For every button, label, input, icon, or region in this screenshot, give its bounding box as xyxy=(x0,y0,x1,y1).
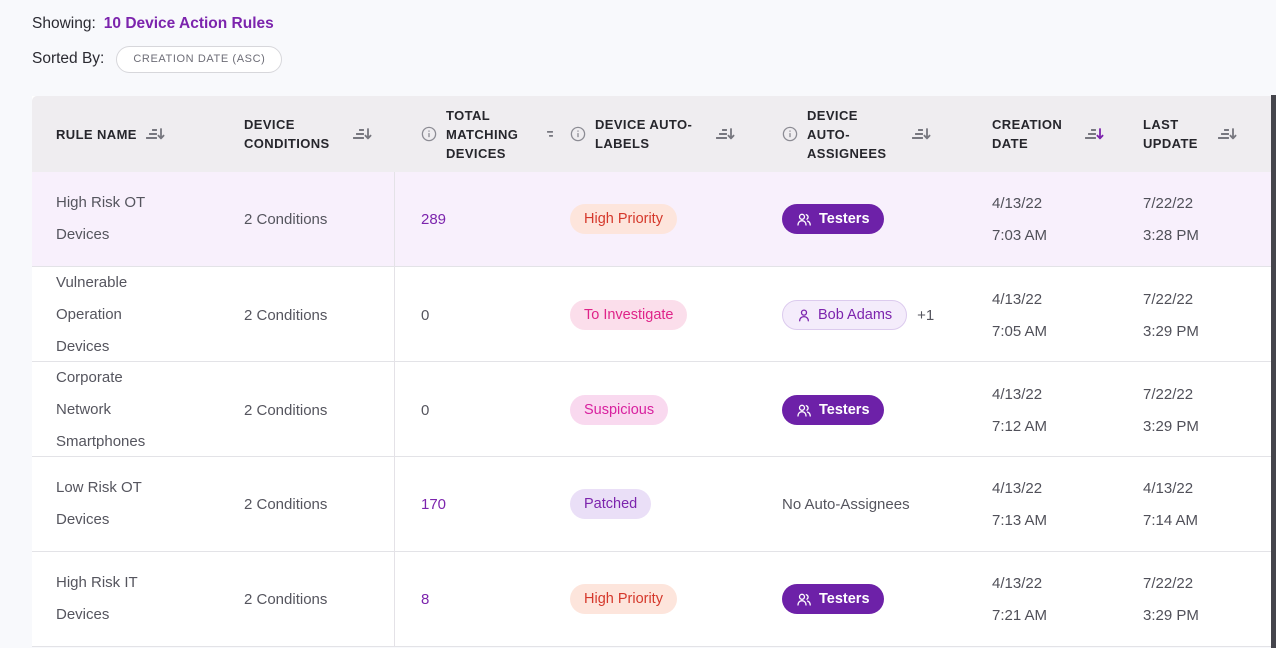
sort-order-chip[interactable]: CREATION DATE (ASC) xyxy=(116,45,283,73)
column-label: DEVICE AUTO-LABELS xyxy=(595,117,693,151)
sort-icon[interactable] xyxy=(145,127,165,141)
sort-icon[interactable] xyxy=(716,127,735,141)
column-header-device-auto-assignees[interactable]: DEVICE AUTO-ASSIGNEES xyxy=(782,96,984,172)
column-label: RULE NAME xyxy=(56,126,137,142)
device-conditions: 2 Conditions xyxy=(244,210,328,228)
auto-label-chip[interactable]: High Priority xyxy=(570,584,677,614)
rule-name[interactable]: Vulnerable Operation Devices xyxy=(56,274,128,355)
column-header-last-update[interactable]: LAST UPDATE xyxy=(1135,96,1276,172)
assignee-chip[interactable]: Testers xyxy=(782,204,884,234)
assignee-name: Testers xyxy=(819,211,870,227)
last-update-cell: 7/22/22 3:28 PM xyxy=(1143,194,1199,244)
column-header-creation-date[interactable]: CREATION DATE xyxy=(984,96,1135,172)
total-matching-devices-link[interactable]: 289 xyxy=(421,210,447,228)
assignee-name: Testers xyxy=(819,402,870,418)
column-label: CREATION DATE xyxy=(992,117,1063,151)
creation-date-cell: 4/13/22 7:12 AM xyxy=(992,385,1048,435)
column-header-total-matching-devices[interactable]: TOTAL MATCHING DEVICES xyxy=(394,96,570,172)
table-row[interactable]: High Risk OT Devices 2 Conditions 289 Hi… xyxy=(32,172,1276,267)
showing-count: 10 Device Action Rules xyxy=(103,15,274,32)
toolbar: Showing: 10 Device Action Rules Sorted B… xyxy=(32,12,283,73)
table-row[interactable]: Vulnerable Operation Devices 2 Condition… xyxy=(32,267,1276,362)
creation-date-cell: 4/13/22 7:03 AM xyxy=(992,194,1048,244)
sort-icon[interactable] xyxy=(545,130,554,139)
auto-label-chip[interactable]: Suspicious xyxy=(570,395,669,425)
device-action-rules-table: RULE NAME DEVICE CONDITIONS TOTAL MATCHI… xyxy=(32,96,1276,647)
people-icon xyxy=(796,592,812,607)
device-conditions: 2 Conditions xyxy=(244,401,328,419)
table-row[interactable]: High Risk IT Devices 2 Conditions 8 High… xyxy=(32,552,1276,647)
info-icon[interactable] xyxy=(421,126,437,142)
people-icon xyxy=(796,212,812,227)
last-update-cell: 7/22/22 3:29 PM xyxy=(1143,385,1199,435)
sorted-by-line: Sorted By: CREATION DATE (ASC) xyxy=(32,45,283,73)
auto-label-chip[interactable]: High Priority xyxy=(570,204,677,234)
column-header-rule-name[interactable]: RULE NAME xyxy=(32,96,244,172)
auto-label-chip[interactable]: Patched xyxy=(570,489,652,519)
assignee-name: Bob Adams xyxy=(818,307,893,323)
sort-icon[interactable] xyxy=(353,127,372,141)
creation-date-cell: 4/13/22 7:05 AM xyxy=(992,290,1048,340)
table-row[interactable]: Low Risk OT Devices 2 Conditions 170 Pat… xyxy=(32,457,1276,552)
last-update-cell: 4/13/22 7:14 AM xyxy=(1143,479,1199,529)
no-assignees-text: No Auto-Assignees xyxy=(782,495,910,513)
sorted-by-label: Sorted By: xyxy=(32,50,105,67)
auto-label-chip[interactable]: To Investigate xyxy=(570,300,688,330)
showing-line: Showing: 10 Device Action Rules xyxy=(32,12,282,36)
rule-name[interactable]: High Risk IT Devices xyxy=(56,574,138,623)
person-icon xyxy=(797,308,811,322)
device-conditions: 2 Conditions xyxy=(244,495,328,513)
table-header-row: RULE NAME DEVICE CONDITIONS TOTAL MATCHI… xyxy=(32,96,1276,172)
total-matching-devices-link[interactable]: 170 xyxy=(421,495,447,513)
assignee-chip[interactable]: Bob Adams xyxy=(782,300,908,330)
table-row[interactable]: Corporate Network Smartphones 2 Conditio… xyxy=(32,362,1276,457)
sort-icon-active[interactable] xyxy=(1085,127,1104,141)
showing-label: Showing: xyxy=(32,15,96,32)
assignee-overflow-count[interactable]: +1 xyxy=(917,306,935,324)
column-label: DEVICE AUTO-ASSIGNEES xyxy=(807,107,887,161)
assignee-name: Testers xyxy=(819,591,870,607)
frozen-columns-divider xyxy=(394,172,395,647)
right-panel-edge[interactable] xyxy=(1271,95,1276,648)
column-label: DEVICE CONDITIONS xyxy=(244,117,330,151)
last-update-cell: 7/22/22 3:29 PM xyxy=(1143,290,1199,340)
column-header-device-conditions[interactable]: DEVICE CONDITIONS xyxy=(244,96,394,172)
people-icon xyxy=(796,403,812,418)
total-matching-devices: 0 xyxy=(421,401,430,419)
last-update-cell: 7/22/22 3:29 PM xyxy=(1143,574,1199,624)
device-conditions: 2 Conditions xyxy=(244,590,328,608)
sort-icon[interactable] xyxy=(912,127,931,141)
column-label: TOTAL MATCHING DEVICES xyxy=(446,107,519,161)
column-header-device-auto-labels[interactable]: DEVICE AUTO-LABELS xyxy=(570,96,782,172)
device-conditions: 2 Conditions xyxy=(244,306,328,324)
sort-icon[interactable] xyxy=(1218,127,1237,141)
assignee-chip[interactable]: Testers xyxy=(782,395,884,425)
info-icon[interactable] xyxy=(782,126,798,142)
info-icon[interactable] xyxy=(570,126,586,142)
creation-date-cell: 4/13/22 7:13 AM xyxy=(992,479,1048,529)
rule-name[interactable]: High Risk OT Devices xyxy=(56,194,145,243)
total-matching-devices-link[interactable]: 8 xyxy=(421,590,430,608)
total-matching-devices: 0 xyxy=(421,306,430,324)
column-label: LAST UPDATE xyxy=(1143,117,1198,151)
creation-date-cell: 4/13/22 7:21 AM xyxy=(992,574,1048,624)
rule-name[interactable]: Low Risk OT Devices xyxy=(56,479,142,528)
rule-name[interactable]: Corporate Network Smartphones xyxy=(56,369,146,450)
assignee-chip[interactable]: Testers xyxy=(782,584,884,614)
